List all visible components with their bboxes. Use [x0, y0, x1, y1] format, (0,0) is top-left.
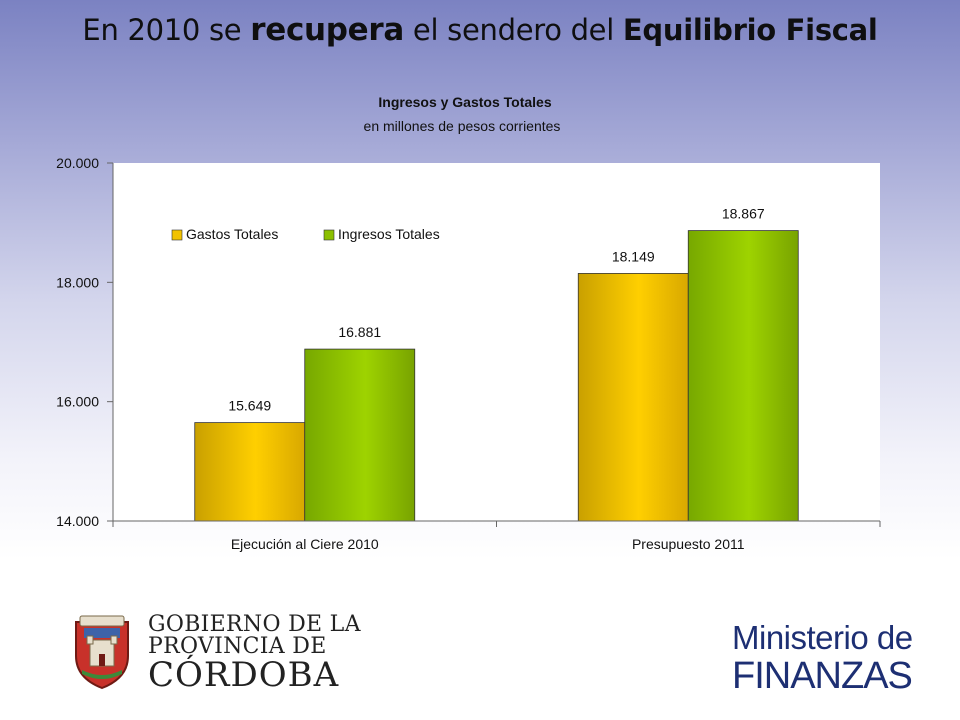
bars-group	[194, 230, 799, 522]
slide-title: En 2010 se recupera el sendero del Equil…	[0, 12, 960, 48]
bar-value-label: 16.881	[338, 324, 381, 340]
gov-line-1: GOBIERNO DE LA	[148, 612, 361, 637]
bar	[304, 348, 416, 522]
legend-label-ingresos: Ingresos Totales	[338, 226, 440, 242]
bar	[577, 273, 689, 522]
cordoba-coat-of-arms-icon	[75, 615, 129, 690]
value-labels-group: 15.649 16.881 18.149 18.867	[228, 206, 765, 414]
title-part-3: el sendero del	[404, 13, 623, 47]
y-tick-label: 20.000	[56, 155, 99, 171]
bar-value-label: 15.649	[228, 398, 271, 414]
bar	[194, 422, 306, 522]
gov-line-3: CÓRDOBA	[148, 655, 340, 695]
ministerio-finanzas-logo: Ministerio de FINANZAS	[732, 620, 922, 700]
title-part-2: recupera	[250, 12, 405, 48]
bar	[687, 230, 799, 522]
legend-swatch-gastos	[171, 229, 183, 241]
ministry-line-1: Ministerio de	[732, 619, 913, 656]
title-part-1: En 2010 se	[82, 13, 251, 47]
legend-swatch-ingresos	[323, 229, 335, 241]
legend: Gastos Totales Ingresos Totales	[171, 226, 440, 242]
gov-line-2: PROVINCIA DE	[148, 634, 327, 659]
ministerio-text: Ministerio de FINANZAS	[732, 619, 913, 697]
bar-chart: Ingresos y Gastos Totales en millones de…	[56, 94, 881, 552]
x-category-label: Ejecución al Ciere 2010	[231, 536, 379, 552]
x-category-label: Presupuesto 2011	[632, 536, 745, 552]
ministry-line-2: FINANZAS	[732, 655, 913, 697]
y-tick-label: 16.000	[56, 394, 99, 410]
y-tick-label: 14.000	[56, 513, 99, 529]
bar-value-label: 18.867	[722, 206, 765, 222]
bar-value-label: 18.149	[612, 248, 655, 264]
gobierno-text: GOBIERNO DE LA PROVINCIA DE CÓRDOBA	[148, 612, 361, 695]
chart-subtitle: en millones de pesos corrientes	[364, 118, 561, 134]
x-ticks-group: Ejecución al Ciere 2010 Presupuesto 2011	[112, 521, 881, 552]
legend-label-gastos: Gastos Totales	[186, 226, 278, 242]
gobierno-cordoba-logo: GOBIERNO DE LA PROVINCIA DE CÓRDOBA	[70, 612, 360, 692]
y-ticks-group: 14.000 16.000 18.000 20.000	[56, 155, 113, 529]
title-part-4: Equilibrio Fiscal	[622, 13, 878, 47]
y-tick-label: 18.000	[56, 274, 99, 290]
chart-title: Ingresos y Gastos Totales	[378, 94, 551, 110]
